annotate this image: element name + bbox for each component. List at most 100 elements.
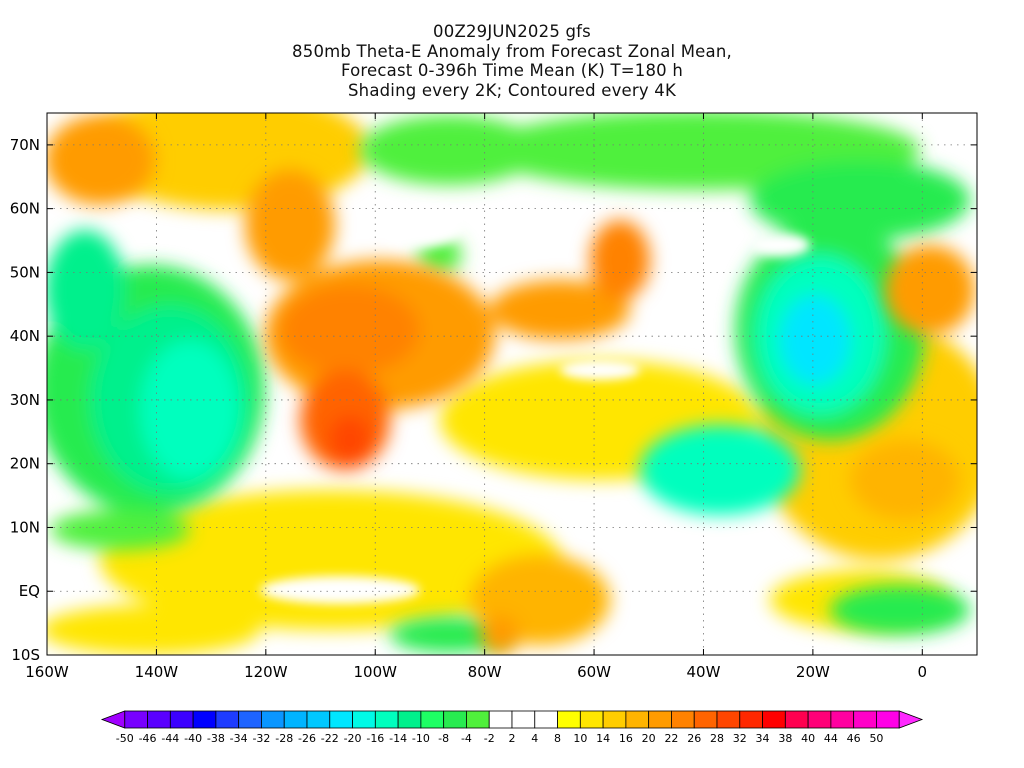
colorbar-swatch bbox=[671, 710, 695, 729]
colorbar-swatch bbox=[739, 710, 763, 729]
colorbar-swatch bbox=[215, 710, 240, 729]
longitude-label: 20W bbox=[796, 663, 830, 681]
colorbar-label: -34 bbox=[230, 732, 248, 745]
title-line-1: 00Z29JUN2025 gfs bbox=[433, 22, 591, 41]
colorbar-swatch bbox=[898, 710, 924, 729]
colorbar-swatch bbox=[397, 710, 422, 729]
colorbar-label: 4 bbox=[531, 732, 538, 745]
colorbar-swatch bbox=[443, 710, 467, 729]
title-line-4: Shading every 2K; Contoured every 4K bbox=[347, 80, 677, 100]
colorbar-label: -4 bbox=[461, 732, 472, 745]
colorbar-swatch bbox=[420, 710, 445, 729]
colorbar-label: -46 bbox=[139, 732, 157, 745]
longitude-label: 60W bbox=[577, 663, 611, 681]
colorbar-swatch bbox=[830, 710, 855, 729]
colorbar-swatch bbox=[716, 710, 741, 729]
colorbar-label: 46 bbox=[847, 732, 861, 745]
longitude-label: 160W bbox=[25, 663, 69, 681]
colorbar-swatch bbox=[534, 710, 558, 729]
colorbar-label: -38 bbox=[207, 732, 225, 745]
title-line-3: Forecast 0-396h Time Mean (K) T=180 h bbox=[341, 61, 683, 80]
longitude-label: 100W bbox=[354, 663, 398, 681]
map-frame bbox=[46, 112, 978, 656]
colorbar-swatch bbox=[853, 710, 877, 729]
colorbar-swatch bbox=[306, 710, 331, 729]
latitude-label: 10S bbox=[11, 646, 40, 664]
colorbar-swatch bbox=[147, 710, 171, 729]
longitude-label: 140W bbox=[135, 663, 179, 681]
colorbar-swatch bbox=[352, 710, 376, 729]
map-title: 00Z29JUN2025 gfs 850mb Theta-E Anomaly f… bbox=[0, 22, 1024, 100]
colorbar-label: -14 bbox=[389, 732, 407, 745]
colorbar-label: -16 bbox=[366, 732, 384, 745]
latitude-label: 70N bbox=[10, 136, 40, 154]
colorbar-swatch bbox=[192, 710, 217, 729]
colorbar-label: -2 bbox=[484, 732, 495, 745]
colorbar-label: -8 bbox=[438, 732, 449, 745]
colorbar-swatch bbox=[238, 710, 262, 729]
colorbar-label: 34 bbox=[756, 732, 770, 745]
colorbar-swatch bbox=[602, 710, 627, 729]
colorbar-label: 20 bbox=[642, 732, 656, 745]
colorbar-swatch bbox=[807, 710, 832, 729]
colorbar-label: 40 bbox=[801, 732, 815, 745]
colorbar-label: 10 bbox=[573, 732, 587, 745]
colorbar-label: 2 bbox=[509, 732, 516, 745]
latitude-label: 30N bbox=[10, 391, 40, 409]
colorbar-label: 44 bbox=[824, 732, 838, 745]
longitude-label: 80W bbox=[468, 663, 502, 681]
latitude-label: 60N bbox=[10, 200, 40, 218]
longitude-label: 40W bbox=[687, 663, 721, 681]
colorbar-swatch bbox=[124, 710, 148, 729]
colorbar-label: 14 bbox=[596, 732, 610, 745]
colorbar-swatch bbox=[693, 710, 718, 729]
colorbar-swatch bbox=[784, 710, 809, 729]
colorbar-swatch bbox=[762, 710, 786, 729]
colorbar-label: 8 bbox=[554, 732, 561, 745]
colorbar-label: -44 bbox=[161, 732, 179, 745]
colorbar-label: -20 bbox=[344, 732, 362, 745]
colorbar-label: -50 bbox=[116, 732, 134, 745]
colorbar-swatch bbox=[169, 710, 194, 729]
latitude-label: 50N bbox=[10, 263, 40, 281]
latitude-label: 10N bbox=[10, 518, 40, 536]
latitude-label: 20N bbox=[10, 455, 40, 473]
title-line-2: 850mb Theta-E Anomaly from Forecast Zona… bbox=[292, 41, 732, 61]
colorbar-swatch bbox=[466, 710, 490, 729]
colorbar-label: -32 bbox=[252, 732, 270, 745]
colorbar: -50 -46 -44 -40 -38 -34 -32 -28 -26 -22 -20 -16 -14-… bbox=[100, 710, 924, 745]
colorbar-swatch bbox=[261, 710, 285, 729]
colorbar-label: -28 bbox=[275, 732, 293, 745]
colorbar-label: 38 bbox=[778, 732, 792, 745]
latitude-label: EQ bbox=[19, 582, 40, 600]
longitude-label: 120W bbox=[244, 663, 288, 681]
colorbar-label: 50 bbox=[869, 732, 883, 745]
colorbar-swatch bbox=[579, 710, 604, 729]
colorbar-label: -26 bbox=[298, 732, 316, 745]
colorbar-swatch bbox=[876, 710, 900, 729]
colorbar-label: -22 bbox=[321, 732, 339, 745]
colorbar-label: 22 bbox=[664, 732, 678, 745]
colorbar-swatch bbox=[557, 710, 581, 729]
colorbar-swatch bbox=[283, 710, 308, 729]
colorbar-swatch bbox=[329, 710, 353, 729]
colorbar-swatch bbox=[374, 710, 399, 729]
colorbar-swatch bbox=[511, 710, 536, 729]
graticule bbox=[47, 113, 977, 655]
longitude-label: 0 bbox=[918, 663, 928, 681]
colorbar-label: 32 bbox=[733, 732, 747, 745]
latitude-label: 40N bbox=[10, 327, 40, 345]
colorbar-swatch bbox=[648, 710, 672, 729]
anomaly-shading bbox=[47, 113, 977, 655]
colorbar-swatch bbox=[625, 710, 650, 729]
colorbar-swatch bbox=[100, 710, 126, 729]
colorbar-swatch bbox=[488, 710, 513, 729]
colorbar-label: -10 bbox=[412, 732, 430, 745]
colorbar-label: 28 bbox=[710, 732, 724, 745]
colorbar-label: -40 bbox=[184, 732, 202, 745]
colorbar-label: 16 bbox=[619, 732, 633, 745]
colorbar-label: 26 bbox=[687, 732, 701, 745]
